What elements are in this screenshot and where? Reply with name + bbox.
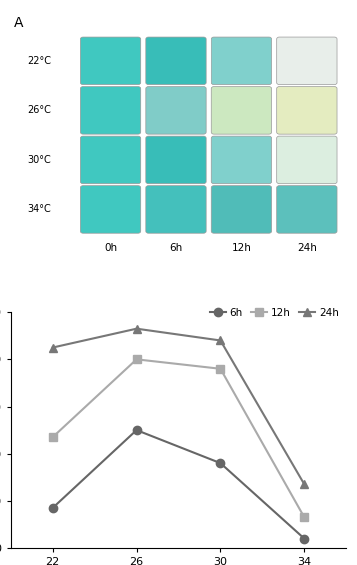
FancyBboxPatch shape bbox=[211, 136, 272, 184]
Text: 0h: 0h bbox=[104, 243, 117, 253]
6h bbox=[302, 535, 306, 542]
Line: 24h: 24h bbox=[49, 324, 308, 489]
FancyBboxPatch shape bbox=[80, 186, 141, 233]
6h bbox=[50, 505, 55, 511]
FancyBboxPatch shape bbox=[146, 186, 206, 233]
FancyBboxPatch shape bbox=[277, 37, 337, 85]
Line: 12h: 12h bbox=[49, 355, 308, 521]
FancyBboxPatch shape bbox=[146, 136, 206, 184]
FancyBboxPatch shape bbox=[80, 86, 141, 134]
24h bbox=[134, 325, 139, 332]
24h bbox=[302, 481, 306, 488]
FancyBboxPatch shape bbox=[211, 37, 272, 85]
24h bbox=[218, 337, 223, 344]
FancyBboxPatch shape bbox=[277, 86, 337, 134]
Text: 26°C: 26°C bbox=[27, 105, 51, 115]
12h bbox=[302, 514, 306, 521]
Text: 24h: 24h bbox=[297, 243, 317, 253]
Legend: 6h, 12h, 24h: 6h, 12h, 24h bbox=[208, 306, 341, 320]
Text: 6h: 6h bbox=[169, 243, 183, 253]
FancyBboxPatch shape bbox=[80, 37, 141, 85]
FancyBboxPatch shape bbox=[211, 86, 272, 134]
FancyBboxPatch shape bbox=[277, 186, 337, 233]
FancyBboxPatch shape bbox=[146, 37, 206, 85]
6h bbox=[218, 460, 223, 467]
12h bbox=[134, 356, 139, 363]
Text: A: A bbox=[14, 16, 24, 31]
FancyBboxPatch shape bbox=[211, 186, 272, 233]
24h bbox=[50, 344, 55, 351]
Text: 12h: 12h bbox=[231, 243, 251, 253]
FancyBboxPatch shape bbox=[80, 136, 141, 184]
6h bbox=[134, 427, 139, 433]
12h bbox=[50, 434, 55, 441]
Line: 6h: 6h bbox=[49, 426, 308, 543]
12h bbox=[218, 366, 223, 372]
FancyBboxPatch shape bbox=[277, 136, 337, 184]
Text: 22°C: 22°C bbox=[27, 56, 51, 66]
Text: 34°C: 34°C bbox=[27, 205, 51, 215]
Text: 30°C: 30°C bbox=[27, 155, 51, 165]
FancyBboxPatch shape bbox=[146, 86, 206, 134]
